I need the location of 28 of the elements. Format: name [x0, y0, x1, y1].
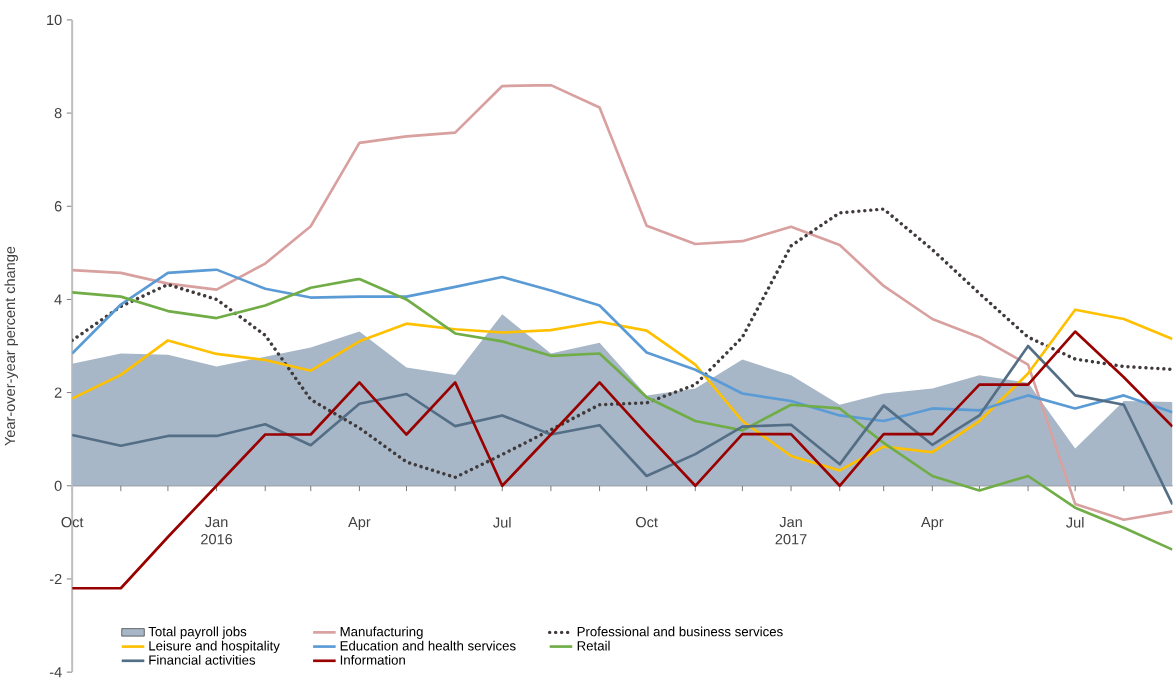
y-tick-label: 10	[47, 14, 62, 26]
x-tick-label: Apr	[921, 517, 944, 531]
legend-label: Financial activities	[149, 655, 256, 665]
y-tick-label: 8	[54, 107, 62, 119]
x-tick-label: Jan 2016	[201, 517, 233, 545]
y-tick-label: -2	[49, 573, 62, 585]
x-tick-label: Oct	[636, 517, 658, 528]
legend-label: Leisure and hospitality	[149, 640, 280, 654]
legend-label: Information	[340, 655, 405, 665]
y-tick-label: 4	[54, 294, 62, 305]
y-tick-label: 6	[54, 201, 62, 212]
x-tick-label: Oct	[61, 517, 84, 528]
legend-label: Education and health services	[340, 640, 516, 651]
line-series	[72, 268, 1173, 423]
y-tick-label: 0	[54, 480, 62, 491]
y-axis-title: Year-over-year percent change	[4, 246, 18, 446]
line-series	[72, 207, 1173, 480]
y-tick-label: 2	[54, 387, 62, 398]
x-tick-label: Jul	[1066, 517, 1084, 528]
legend-label: Manufacturing	[340, 626, 423, 639]
x-tick-label: Jul	[493, 517, 511, 528]
legend-label: Retail	[577, 640, 610, 651]
x-tick-label: Apr	[348, 517, 371, 531]
x-tick-label: Jan 2017	[775, 517, 807, 545]
line-series	[72, 344, 1173, 506]
legend-label: Total payroll jobs	[148, 626, 247, 639]
legend-label: Professional and business services	[577, 626, 783, 637]
y-tick-label: -4	[49, 667, 62, 678]
